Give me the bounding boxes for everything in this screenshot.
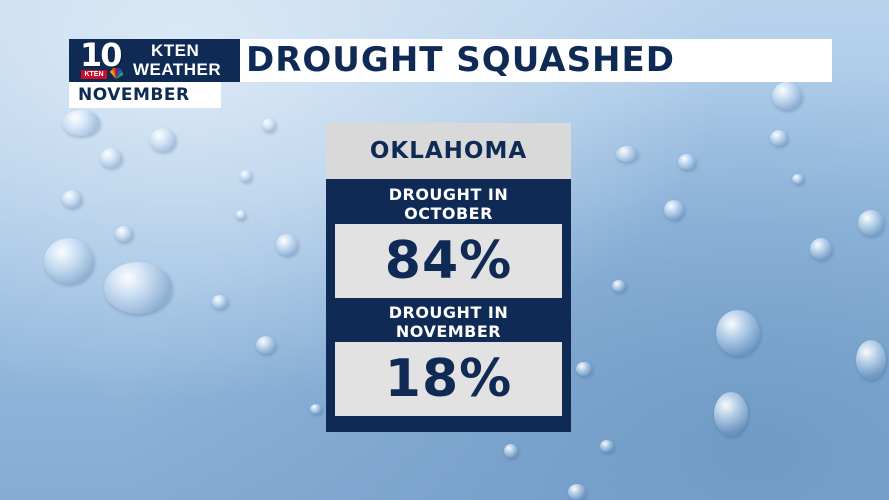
water-droplet [236, 210, 246, 220]
month-bar: NOVEMBER [69, 82, 221, 108]
water-droplet [616, 146, 638, 162]
state-header: OKLAHOMA [326, 123, 571, 179]
water-droplet [664, 200, 684, 220]
logo-weather-text: WEATHER [133, 60, 222, 79]
october-label-line1: DROUGHT IN [388, 185, 509, 204]
station-number: 10 [80, 36, 123, 74]
october-value: 84% [384, 231, 513, 291]
water-droplet [714, 392, 748, 436]
water-droplet [62, 190, 82, 208]
water-droplet [600, 440, 614, 452]
water-droplet [856, 340, 886, 380]
water-droplet [792, 174, 804, 184]
water-droplet [150, 128, 176, 152]
water-droplet [256, 336, 276, 354]
november-value-box: 18% [335, 342, 562, 416]
water-droplet [62, 110, 100, 136]
october-label-line2: OCTOBER [404, 204, 493, 223]
water-droplet [576, 362, 592, 376]
logo-kten-text: KTEN [151, 41, 200, 60]
october-label: DROUGHT IN OCTOBER [326, 185, 571, 223]
november-value: 18% [384, 349, 513, 409]
water-droplet [310, 404, 322, 414]
kten-badge: KTEN [81, 70, 107, 79]
water-droplet [716, 310, 760, 356]
water-droplet [678, 154, 696, 170]
water-droplet [504, 444, 518, 458]
water-droplet [100, 148, 122, 168]
water-droplet [276, 234, 298, 256]
water-droplet [240, 170, 252, 182]
logo-mark: 10 KTEN [77, 36, 125, 80]
water-droplet [44, 238, 94, 284]
water-droplet [770, 130, 788, 146]
november-label: DROUGHT IN NOVEMBER [326, 303, 571, 341]
october-value-box: 84% [335, 224, 562, 298]
november-label-line1: DROUGHT IN [388, 303, 509, 322]
state-name: OKLAHOMA [369, 138, 528, 164]
water-droplet [612, 280, 626, 292]
station-logo: 10 KTEN KTEN WEATHER [69, 36, 240, 82]
water-droplet [568, 484, 586, 500]
water-droplet [262, 118, 276, 132]
november-label-line2: NOVEMBER [395, 322, 502, 341]
page-title: DROUGHT SQUASHED [246, 40, 675, 80]
water-droplet [810, 238, 832, 260]
water-droplet [212, 295, 228, 309]
water-droplet [772, 82, 802, 110]
water-droplet [115, 226, 133, 242]
drought-panel: OKLAHOMA DROUGHT IN OCTOBER 84% DROUGHT … [326, 123, 571, 432]
month-label: NOVEMBER [78, 85, 190, 105]
water-droplet [858, 210, 884, 236]
title-bar: DROUGHT SQUASHED [240, 39, 832, 82]
peacock-icon [110, 68, 123, 79]
water-droplet [104, 262, 172, 314]
